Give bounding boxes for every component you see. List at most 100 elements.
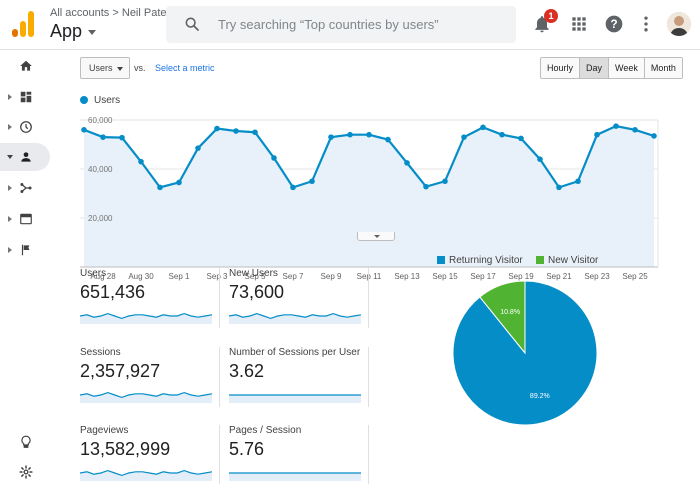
analytics-logo-icon[interactable] — [12, 11, 34, 37]
legend-swatch — [437, 256, 445, 264]
sidebar-item-customization[interactable] — [0, 83, 50, 111]
apps-grid-icon[interactable] — [569, 14, 589, 34]
sparkline-area — [229, 313, 361, 324]
search-icon — [185, 17, 199, 31]
stat-value: 13,582,999 — [80, 439, 171, 459]
expand-arrow-icon — [8, 124, 12, 130]
sidebar-item-behavior[interactable] — [0, 205, 50, 233]
search-bar[interactable]: Try searching “Top countries by users” — [166, 6, 516, 43]
day-button[interactable]: Day — [579, 58, 609, 78]
users-line-chart[interactable]: 20,000 40,000 60,000 Aug 28 Aug 30 Sep 1 Sep 3… — [80, 110, 660, 290]
sparkline-line — [80, 469, 212, 477]
data-point — [366, 131, 372, 138]
audience-person-icon — [21, 152, 31, 162]
stat-value: 5.76 — [229, 439, 265, 459]
pie-legend-returning: Returning Visitor — [437, 255, 523, 266]
data-point — [271, 155, 277, 161]
x-tick-label: Sep 17 — [470, 272, 496, 281]
breadcrumb[interactable]: All accounts > Neil Patel — [50, 7, 169, 19]
expand-arrow-icon — [8, 185, 12, 191]
y-tick-label: 20,000 — [88, 214, 113, 223]
data-point — [442, 178, 448, 185]
stat-sessions-per-user[interactable]: Number of Sessions per User 3.62 — [229, 347, 364, 407]
expand-arrow-icon — [8, 247, 12, 253]
avatar[interactable] — [667, 12, 691, 36]
x-tick-label: Aug 28 — [90, 272, 116, 281]
sparkline-area — [229, 395, 361, 403]
data-point — [499, 131, 505, 138]
customization-icon — [20, 91, 32, 103]
series-area — [84, 126, 654, 267]
conversions-flag-icon — [21, 244, 30, 256]
x-tick-label: Sep 21 — [546, 272, 572, 281]
y-tick-label: 40,000 — [88, 165, 113, 174]
stat-label: New Users — [229, 268, 278, 279]
stat-users[interactable]: Users 651,436 — [80, 268, 215, 328]
main-content: Users vs. Select a metric Hourly Day Wee… — [64, 50, 700, 484]
more-vert-icon[interactable] — [636, 14, 656, 34]
week-button[interactable]: Week — [608, 58, 644, 78]
hourly-button[interactable]: Hourly — [541, 58, 580, 78]
data-point — [233, 128, 239, 134]
x-tick-label: Sep 5 — [245, 272, 266, 281]
sparkline-line — [80, 391, 212, 399]
notification-badge: 1 — [544, 9, 558, 23]
data-point — [157, 184, 163, 191]
x-tick-label: Sep 25 — [622, 272, 648, 281]
collapse-arrow-icon — [7, 155, 13, 159]
data-point — [138, 158, 144, 165]
pie-slice-new — [479, 280, 526, 355]
select-metric-link[interactable]: Select a metric — [155, 63, 215, 73]
stat-label: Pages / Session — [229, 425, 302, 436]
svg-text:?: ? — [610, 18, 617, 31]
stat-pageviews[interactable]: Pageviews 13,582,999 — [80, 425, 215, 484]
x-tick-label: Sep 19 — [508, 272, 534, 281]
data-point — [328, 134, 334, 140]
help-icon[interactable]: ? — [604, 14, 624, 34]
sidebar-item-conversions[interactable] — [0, 236, 50, 264]
stat-label: Users — [80, 268, 107, 279]
stat-new-users[interactable]: New Users 73,600 — [229, 268, 364, 328]
view-selector[interactable]: App — [50, 21, 97, 42]
sparkline-area — [80, 470, 212, 481]
sidebar-item-acquisition[interactable] — [0, 174, 50, 202]
data-point — [423, 183, 429, 190]
breadcrumb-account[interactable]: Neil Patel — [121, 7, 169, 19]
stat-label: Sessions — [80, 347, 121, 358]
stat-pages-per-session[interactable]: Pages / Session 5.76 — [229, 425, 364, 484]
expand-arrow-icon — [8, 216, 12, 222]
chevron-down-icon — [374, 235, 380, 238]
sparkline — [229, 472, 361, 481]
sparkline — [80, 312, 212, 324]
vs-label: vs. — [134, 63, 146, 73]
pie-legend-new: New Visitor — [536, 255, 598, 266]
data-point — [81, 127, 87, 133]
data-point — [309, 178, 315, 185]
stat-value: 2,357,927 — [80, 361, 161, 381]
chart-collapse-toggle[interactable] — [357, 232, 395, 241]
pie-legend-label: New Visitor — [548, 255, 599, 266]
discover-lightbulb-icon — [21, 435, 31, 448]
breadcrumb-root[interactable]: All accounts — [50, 7, 110, 19]
pie-slice-returning — [452, 280, 598, 426]
sidebar-item-audience[interactable] — [0, 143, 50, 171]
visitor-type-pie-chart[interactable]: 89.2% 10.8% — [444, 272, 606, 434]
stat-sessions[interactable]: Sessions 2,357,927 — [80, 347, 215, 407]
data-point — [613, 123, 619, 129]
data-point — [347, 131, 353, 138]
sidebar-item-home[interactable] — [0, 52, 50, 80]
breadcrumb-separator: > — [112, 7, 119, 19]
data-point — [252, 129, 258, 136]
app-title: App — [50, 21, 83, 41]
divider — [368, 268, 369, 328]
x-tick-label: Aug 30 — [128, 272, 154, 281]
realtime-clock-icon — [20, 121, 32, 133]
pie-legend-label: Returning Visitor — [449, 255, 523, 266]
metric-dropdown[interactable]: Users — [80, 57, 130, 79]
sidebar-item-discover[interactable] — [0, 428, 50, 456]
search-placeholder: Try searching “Top countries by users” — [218, 17, 439, 32]
month-button[interactable]: Month — [643, 58, 682, 78]
x-tick-label: Sep 7 — [283, 272, 304, 281]
sidebar-item-admin[interactable] — [0, 458, 50, 484]
sidebar-item-realtime[interactable] — [0, 113, 50, 141]
